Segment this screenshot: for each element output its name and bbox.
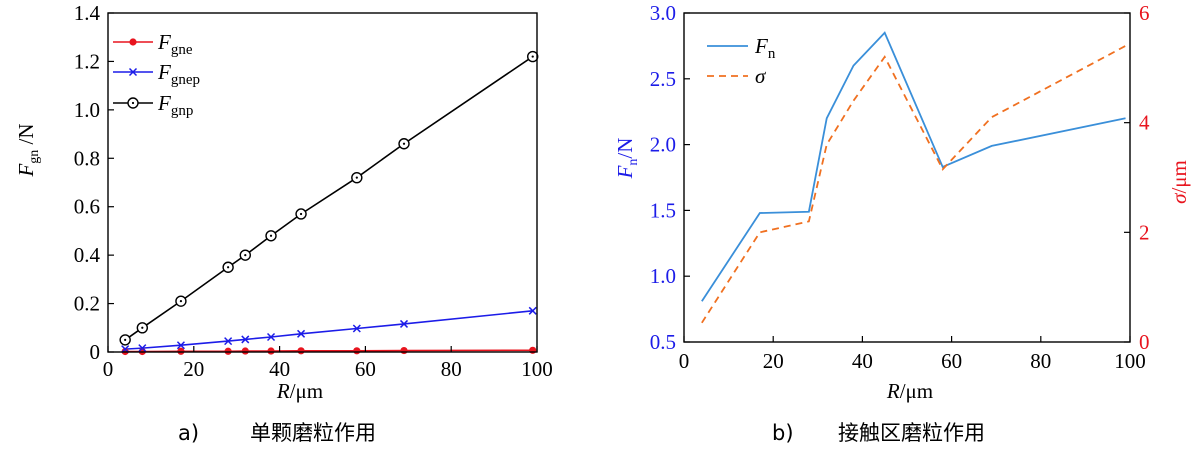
chart-a-series-line-gnp bbox=[124, 55, 534, 341]
chart-a-point-gnp bbox=[175, 295, 187, 307]
chart-b-x-tick-label: 80 bbox=[1030, 349, 1051, 373]
chart-a-legend-label: Fgnep bbox=[157, 60, 200, 88]
chart-b-y-left-tick-label: 1.0 bbox=[650, 264, 676, 288]
chart-b-series-line-sigma bbox=[701, 45, 1126, 324]
chart-a-point-gnep bbox=[266, 332, 276, 342]
chart-a-point-gnp bbox=[136, 322, 149, 334]
chart-a-legend-label: Fgnp bbox=[157, 91, 193, 119]
chart-a-point-gnp bbox=[351, 171, 363, 184]
chart-a-x-axis-label: R/μm bbox=[276, 379, 323, 403]
chart-b-x-axis-label: R/μm bbox=[886, 379, 933, 403]
chart-a-y-tick-label: 0.6 bbox=[74, 195, 100, 219]
chart-a-point-gnep bbox=[528, 306, 537, 315]
chart-a-point-gne bbox=[400, 346, 408, 355]
chart-a-point-gnp bbox=[222, 261, 234, 273]
chart-a-point-gnp bbox=[119, 334, 131, 346]
chart-b-y-left-tick-label: 3.0 bbox=[650, 1, 676, 25]
chart-a-point-gnep bbox=[176, 341, 185, 350]
chart-a-legend-marker bbox=[129, 38, 137, 46]
chart-a-y-tick-label: 0.8 bbox=[74, 146, 100, 170]
chart-a-point-gnep bbox=[297, 329, 306, 338]
chart-a-x-tick-label: 80 bbox=[441, 357, 462, 381]
chart-b-caption: b) 接触区磨粒作用 bbox=[772, 421, 985, 445]
chart-a-x-tick-label: 20 bbox=[183, 357, 204, 381]
chart-a-point-gne bbox=[529, 346, 537, 354]
chart-b-series-line-fn bbox=[701, 31, 1126, 302]
chart-a-point-gnp bbox=[239, 249, 251, 261]
chart-b-x-tick-label: 100 bbox=[1114, 349, 1146, 373]
chart-a-y-axis-label: Fgn /N bbox=[14, 123, 42, 177]
chart-b-plot-frame bbox=[683, 12, 1131, 343]
chart-b-y-left-tick-label: 2.0 bbox=[650, 133, 676, 157]
chart-a-plot-frame bbox=[107, 12, 538, 353]
chart-a-point-gne bbox=[267, 347, 275, 355]
chart-a-point-gne bbox=[177, 347, 185, 355]
chart-b-y-left-axis-label: Fn/N bbox=[613, 138, 641, 180]
chart-a-point-gnp bbox=[265, 230, 277, 242]
chart-a-y-tick-label: 0.4 bbox=[74, 243, 101, 267]
chart-b-legend-label: Fn bbox=[754, 34, 776, 62]
chart-a-legend-marker bbox=[128, 67, 138, 77]
chart-a-point-gnep bbox=[241, 335, 250, 344]
chart-a-point-gne bbox=[224, 347, 232, 355]
chart-b-y-left-tick-label: 2.5 bbox=[650, 67, 676, 91]
chart-a-point-gnep bbox=[138, 344, 147, 353]
chart-b-x-tick-label: 0 bbox=[679, 349, 690, 373]
chart-a-x-tick-label: 100 bbox=[521, 357, 553, 381]
chart-b-y-right-tick-label: 6 bbox=[1139, 1, 1150, 25]
chart-a-point-gnp bbox=[398, 138, 410, 150]
chart-b-y-right-tick-label: 4 bbox=[1139, 111, 1150, 135]
chart-a-x-tick-label: 40 bbox=[269, 357, 290, 381]
chart-a-y-tick-label: 0 bbox=[90, 340, 101, 364]
chart-b-legend-label: σ bbox=[755, 64, 767, 88]
chart-b-y-right-tick-label: 0 bbox=[1139, 330, 1150, 354]
chart-a-point-gnp bbox=[527, 50, 539, 63]
chart-a-x-tick-label: 60 bbox=[355, 357, 376, 381]
chart-a-point-gne bbox=[297, 347, 305, 355]
chart-a-series-line-gnep bbox=[125, 310, 533, 350]
chart-b-y-left-tick-label: 1.5 bbox=[650, 198, 676, 222]
chart-a-y-tick-label: 0.2 bbox=[74, 292, 100, 316]
chart-b-legend: Fnσ bbox=[707, 34, 776, 88]
chart-b-x-tick-label: 60 bbox=[941, 349, 962, 373]
chart-b: 0 20 40 60 80 100 0.5 1.0 1.5 2.0 2.5 3.0 0 2 4 6 R/μ… bbox=[613, 1, 1191, 445]
chart-b-x-tick-label: 20 bbox=[763, 349, 784, 373]
chart-a-y-tick-label: 1.0 bbox=[74, 98, 100, 122]
chart-a-point-gnep bbox=[224, 337, 233, 346]
chart-a-legend-label: Fgne bbox=[157, 30, 193, 58]
chart-b-y-left-tick-label: 0.5 bbox=[650, 330, 676, 354]
chart-a-caption: a) 单颗磨粒作用 bbox=[178, 421, 376, 445]
chart-a-y-tick-label: 1.2 bbox=[74, 49, 100, 73]
chart-a-legend-marker bbox=[127, 97, 139, 109]
chart-a-x-tick-label: 0 bbox=[103, 357, 114, 381]
chart-b-x-tick-label: 40 bbox=[852, 349, 873, 373]
chart-b-y-right-axis-label: σ/μm bbox=[1167, 160, 1191, 204]
chart-a-y-tick-label: 1.4 bbox=[74, 1, 101, 25]
chart-a-point-gne bbox=[353, 347, 361, 355]
chart-a: 0 20 40 60 80 100 0 0.2 0.4 0.6 0.8 1.0 1.2 1.4 R/μm… bbox=[14, 1, 553, 445]
chart-a-point-gnep bbox=[399, 319, 409, 328]
chart-a-point-gnep bbox=[352, 324, 361, 333]
chart-b-y-right-tick-label: 2 bbox=[1139, 220, 1150, 244]
chart-a-point-gne bbox=[241, 347, 249, 355]
chart-a-point-gnp bbox=[295, 208, 307, 220]
